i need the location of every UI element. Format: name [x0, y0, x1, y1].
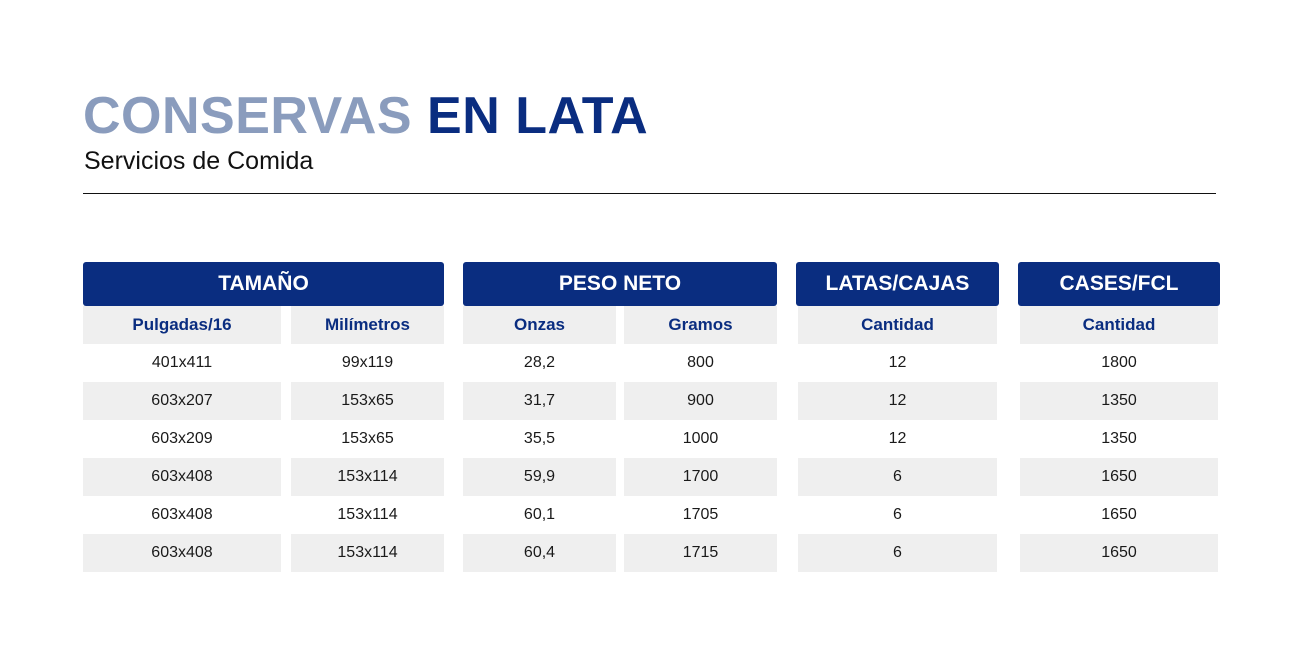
table-cell: 1715 [624, 534, 777, 572]
group-heading: TAMAÑO [83, 262, 444, 306]
table-cell: 99x119 [341, 354, 394, 371]
column-header: Milímetros [291, 306, 444, 344]
table-cell: 60,4 [463, 534, 616, 572]
column: Gramos 800 900 1000 1700 1705 1715 [624, 306, 777, 572]
table-cell: 1000 [682, 430, 719, 447]
group-columns: Onzas 28,2 31,7 35,5 59,9 60,1 60,4 Gram… [463, 306, 777, 572]
table-cell: 603x408 [151, 506, 213, 523]
group-latas-cajas: LATAS/CAJAS Cantidad 12 12 12 6 6 6 [796, 262, 999, 572]
group-columns: Cantidad 1800 1350 1350 1650 1650 1650 [1018, 306, 1220, 572]
table-cell: 603x408 [83, 534, 281, 572]
table-cell: 1650 [1101, 506, 1137, 523]
table-cell: 12 [798, 382, 997, 420]
table-cell: 153x114 [291, 458, 444, 496]
table-cell: 6 [893, 506, 902, 523]
group-tamano: TAMAÑO Pulgadas/16 401x411 603x207 603x2… [83, 262, 444, 572]
table-cell: 6 [798, 534, 997, 572]
table-cell: 35,5 [523, 430, 556, 447]
table-cell: 153x114 [337, 506, 398, 523]
column-header: Cantidad [1020, 306, 1218, 344]
table-cell: 1700 [624, 458, 777, 496]
table-cell: 60,1 [523, 506, 556, 523]
table-cell: 603x408 [83, 458, 281, 496]
column: Onzas 28,2 31,7 35,5 59,9 60,1 60,4 [463, 306, 616, 572]
table-cell: 1350 [1020, 382, 1218, 420]
table-cell: 12 [888, 430, 907, 447]
table-cell: 603x207 [83, 382, 281, 420]
table-cell: 153x65 [291, 382, 444, 420]
page-subtitle: Servicios de Comida [84, 147, 314, 175]
table-cell: 59,9 [463, 458, 616, 496]
table-cell: 900 [624, 382, 777, 420]
group-peso-neto: PESO NETO Onzas 28,2 31,7 35,5 59,9 60,1… [463, 262, 777, 572]
table-cell: 153x65 [341, 430, 394, 447]
column: Cantidad 1800 1350 1350 1650 1650 1650 [1020, 306, 1218, 572]
group-columns: Pulgadas/16 401x411 603x207 603x209 603x… [83, 306, 444, 572]
column: Milímetros 99x119 153x65 153x65 153x114 … [291, 306, 444, 572]
column-header: Cantidad [798, 306, 997, 344]
page-title: CONSERVAS EN LATA [83, 84, 648, 148]
table-cell: 1350 [1101, 430, 1137, 447]
table-cell: 28,2 [523, 354, 556, 371]
column: Pulgadas/16 401x411 603x207 603x209 603x… [83, 306, 281, 572]
table-cell: 153x114 [291, 534, 444, 572]
column: Cantidad 12 12 12 6 6 6 [798, 306, 997, 572]
column-header: Gramos [624, 306, 777, 344]
table-cell: 31,7 [463, 382, 616, 420]
table-cell: 800 [687, 354, 714, 371]
title-divider [83, 193, 1216, 194]
table-cell: 12 [888, 354, 907, 371]
table-cell: 1650 [1020, 458, 1218, 496]
group-cases-fcl: CASES/FCL Cantidad 1800 1350 1350 1650 1… [1018, 262, 1220, 572]
table-cell: 401x411 [151, 354, 213, 371]
title-part-2: EN LATA [427, 87, 649, 145]
title-part-1: CONSERVAS [83, 87, 413, 145]
group-columns: Cantidad 12 12 12 6 6 6 [796, 306, 999, 572]
group-heading: CASES/FCL [1018, 262, 1220, 306]
table-cell: 6 [798, 458, 997, 496]
group-heading: LATAS/CAJAS [796, 262, 999, 306]
table-cell: 1800 [1101, 354, 1137, 371]
column-header: Pulgadas/16 [83, 306, 281, 344]
table-cell: 1705 [682, 506, 719, 523]
column-header: Onzas [463, 306, 616, 344]
table-cell: 1650 [1020, 534, 1218, 572]
group-heading: PESO NETO [463, 262, 777, 306]
table-cell: 603x209 [151, 430, 213, 447]
